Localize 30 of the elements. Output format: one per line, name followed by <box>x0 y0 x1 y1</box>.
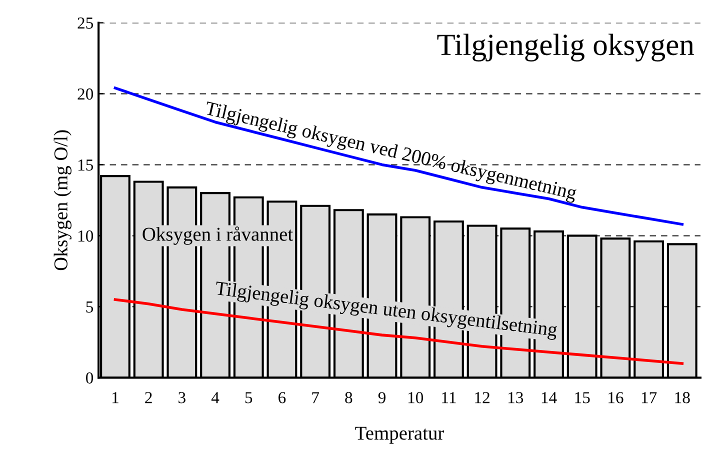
x-tick-label: 15 <box>575 392 590 404</box>
y-tick-label: 15 <box>78 159 94 171</box>
y-tick-label: 5 <box>86 302 94 313</box>
y-tick-label: 0 <box>86 372 94 384</box>
x-axis-title: Temperatur <box>355 426 444 444</box>
y-axis-title: Oksygen (mg O/l) <box>54 130 72 270</box>
x-tick-label: 7 <box>312 392 320 404</box>
x-tick-label: 11 <box>442 392 456 404</box>
x-tick-label: 5 <box>245 392 252 404</box>
text: Tilgjengelig oksygen uten oksygentilsetning <box>214 280 558 340</box>
x-tick-label: 10 <box>408 392 424 404</box>
x-tick-label: 14 <box>542 392 557 404</box>
x-tick-label: 12 <box>475 392 490 404</box>
x-tick-label: 6 <box>278 392 286 404</box>
x-tick-label: 13 <box>508 392 524 404</box>
x-tick-label: 16 <box>608 392 624 404</box>
x-tick-label: 3 <box>178 392 186 404</box>
chart-title: Tilgjengelig oksygen <box>437 34 694 62</box>
x-tick-label: 4 <box>211 392 220 404</box>
line-series <box>114 86 684 226</box>
x-tick-label: 17 <box>642 392 657 404</box>
x-tick-label: 18 <box>675 392 690 404</box>
y-tick-label: 10 <box>78 230 94 242</box>
x-tick-label: 8 <box>345 392 352 404</box>
y-tick-label: 25 <box>78 17 94 29</box>
series-label: Oksygen i råvannet <box>142 226 293 245</box>
x-tick-label: 1 <box>112 392 118 404</box>
x-tick-label: 2 <box>145 392 152 404</box>
y-tick-label: 20 <box>78 88 94 100</box>
x-tick-label: 9 <box>378 392 386 404</box>
